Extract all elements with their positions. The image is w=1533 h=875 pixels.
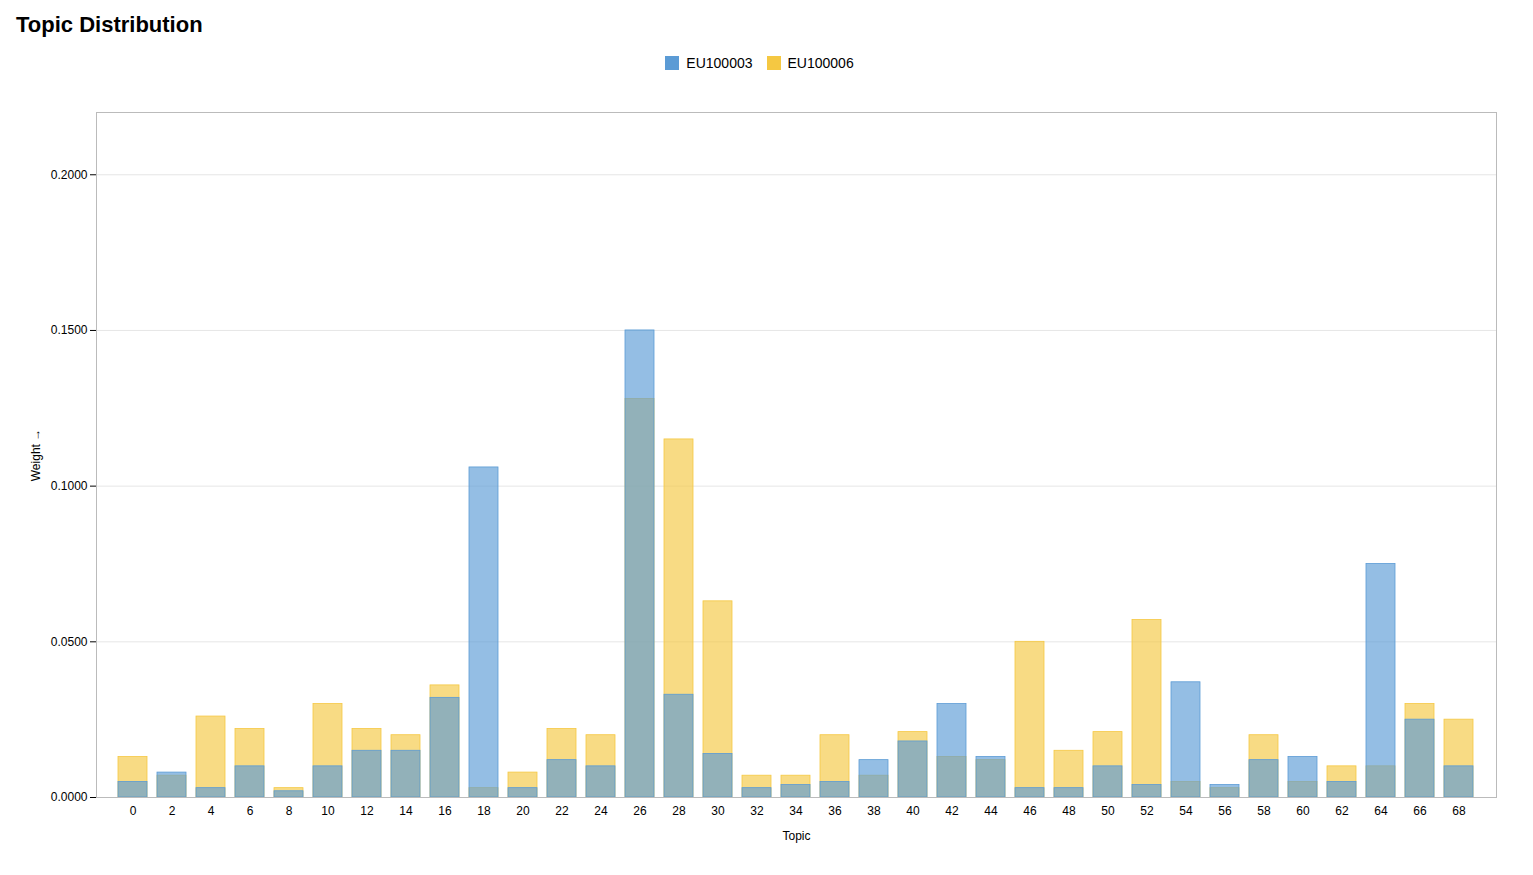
svg-text:42: 42 [945, 804, 959, 818]
svg-text:34: 34 [789, 804, 803, 818]
svg-text:50: 50 [1101, 804, 1115, 818]
svg-text:26: 26 [633, 804, 647, 818]
svg-text:2: 2 [169, 804, 176, 818]
svg-text:66: 66 [1413, 804, 1427, 818]
svg-text:20: 20 [516, 804, 530, 818]
svg-text:6: 6 [247, 804, 254, 818]
svg-text:0.1000: 0.1000 [51, 479, 88, 493]
svg-text:40: 40 [906, 804, 920, 818]
svg-text:0.0500: 0.0500 [51, 635, 88, 649]
svg-text:64: 64 [1374, 804, 1388, 818]
svg-text:32: 32 [750, 804, 764, 818]
svg-text:44: 44 [984, 804, 998, 818]
svg-text:0: 0 [130, 804, 137, 818]
svg-text:0.1500: 0.1500 [51, 323, 88, 337]
svg-text:30: 30 [711, 804, 725, 818]
svg-text:36: 36 [828, 804, 842, 818]
svg-text:22: 22 [555, 804, 569, 818]
svg-text:10: 10 [321, 804, 335, 818]
svg-text:Weight →: Weight → [29, 429, 43, 481]
svg-text:24: 24 [594, 804, 608, 818]
html-text:EU100003: EU100003 [686, 54, 753, 71]
svg-text:46: 46 [1023, 804, 1037, 818]
svg-text:12: 12 [360, 804, 374, 818]
svg-text:14: 14 [399, 804, 413, 818]
svg-text:56: 56 [1218, 804, 1232, 818]
html-text:Topic Distribution: Topic Distribution [16, 12, 203, 37]
svg-text:58: 58 [1257, 804, 1271, 818]
svg-text:38: 38 [867, 804, 881, 818]
svg-text:Topic: Topic [782, 829, 810, 843]
svg-text:60: 60 [1296, 804, 1310, 818]
svg-text:16: 16 [438, 804, 452, 818]
svg-text:52: 52 [1140, 804, 1154, 818]
svg-text:62: 62 [1335, 804, 1349, 818]
svg-text:8: 8 [286, 804, 293, 818]
svg-text:54: 54 [1179, 804, 1193, 818]
html-text:EU100006: EU100006 [787, 54, 854, 71]
svg-text:0.2000: 0.2000 [51, 168, 88, 182]
svg-text:68: 68 [1452, 804, 1466, 818]
svg-text:4: 4 [208, 804, 215, 818]
svg-text:18: 18 [477, 804, 491, 818]
svg-text:28: 28 [672, 804, 686, 818]
svg-text:48: 48 [1062, 804, 1076, 818]
svg-text:0.0000: 0.0000 [51, 790, 88, 804]
